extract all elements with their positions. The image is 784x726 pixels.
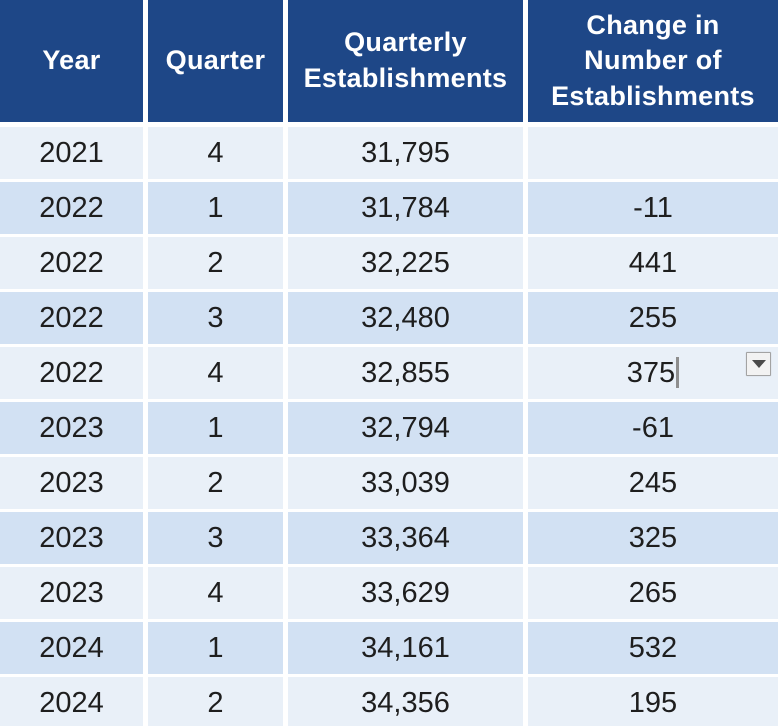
year-cell[interactable]: 2023	[0, 402, 148, 457]
quarter-cell[interactable]: 2	[148, 237, 288, 292]
table-body: 2021 4 31,795 2022 1 31,784 -11 2022 2 32,225 441 2…	[0, 127, 778, 726]
change-cell[interactable]: 265	[528, 567, 778, 622]
header-cell-year[interactable]: Year	[0, 0, 148, 127]
establishments-cell[interactable]: 32,794	[288, 402, 528, 457]
change-cell[interactable]: -11	[528, 182, 778, 237]
year-cell[interactable]: 2024	[0, 677, 148, 726]
table-row: 2023 1 32,794 -61	[0, 402, 778, 457]
header-cell-quarter[interactable]: Quarter	[148, 0, 288, 127]
quarter-cell[interactable]: 1	[148, 622, 288, 677]
dropdown-arrow-button[interactable]	[746, 352, 771, 376]
year-cell[interactable]: 2024	[0, 622, 148, 677]
change-cell[interactable]: -61	[528, 402, 778, 457]
establishments-cell[interactable]: 34,356	[288, 677, 528, 726]
dropdown-arrow-icon	[751, 360, 766, 368]
header-cell-change[interactable]: Change in Number of Establishments	[528, 0, 778, 127]
table-row: 2024 1 34,161 532	[0, 622, 778, 677]
table-row: 2023 3 33,364 325	[0, 512, 778, 567]
change-cell[interactable]: 532	[528, 622, 778, 677]
establishments-cell[interactable]: 33,364	[288, 512, 528, 567]
table-row: 2022 2 32,225 441	[0, 237, 778, 292]
quarter-cell[interactable]: 4	[148, 127, 288, 182]
table-row: 2023 4 33,629 265	[0, 567, 778, 622]
establishments-cell[interactable]: 31,784	[288, 182, 528, 237]
establishments-cell[interactable]: 33,629	[288, 567, 528, 622]
year-cell[interactable]: 2022	[0, 237, 148, 292]
establishments-cell[interactable]: 34,161	[288, 622, 528, 677]
quarter-cell[interactable]: 2	[148, 457, 288, 512]
quarter-cell[interactable]: 4	[148, 567, 288, 622]
year-cell[interactable]: 2023	[0, 512, 148, 567]
change-cell[interactable]: 325	[528, 512, 778, 567]
change-cell[interactable]: 195	[528, 677, 778, 726]
establishments-cell[interactable]: 32,480	[288, 292, 528, 347]
quarter-cell[interactable]: 2	[148, 677, 288, 726]
table-row: 2022 3 32,480 255	[0, 292, 778, 347]
change-cell[interactable]: 441	[528, 237, 778, 292]
year-cell[interactable]: 2022	[0, 347, 148, 402]
year-cell[interactable]: 2021	[0, 127, 148, 182]
establishments-cell[interactable]: 31,795	[288, 127, 528, 182]
change-cell-editing[interactable]: 375	[528, 347, 778, 402]
header-row: Year Quarter Quarterly Establishments Ch…	[0, 0, 778, 127]
year-cell[interactable]: 2022	[0, 292, 148, 347]
table-row: 2023 2 33,039 245	[0, 457, 778, 512]
table-row: 2024 2 34,356 195	[0, 677, 778, 726]
establishments-cell[interactable]: 33,039	[288, 457, 528, 512]
establishments-cell[interactable]: 32,225	[288, 237, 528, 292]
change-cell[interactable]	[528, 127, 778, 182]
table-row: 2022 4 32,855 375	[0, 347, 778, 402]
quarter-cell[interactable]: 1	[148, 182, 288, 237]
quarter-cell[interactable]: 3	[148, 292, 288, 347]
change-cell[interactable]: 245	[528, 457, 778, 512]
change-cell[interactable]: 255	[528, 292, 778, 347]
table-row: 2021 4 31,795	[0, 127, 778, 182]
quarter-cell[interactable]: 3	[148, 512, 288, 567]
text-cursor	[676, 356, 680, 388]
cell-edit-value[interactable]: 375	[626, 356, 676, 389]
year-cell[interactable]: 2023	[0, 567, 148, 622]
table-row: 2022 1 31,784 -11	[0, 182, 778, 237]
year-cell[interactable]: 2022	[0, 182, 148, 237]
establishments-cell[interactable]: 32,855	[288, 347, 528, 402]
year-cell[interactable]: 2023	[0, 457, 148, 512]
quarter-cell[interactable]: 1	[148, 402, 288, 457]
header-cell-quarterly-establishments[interactable]: Quarterly Establishments	[288, 0, 528, 127]
quarter-cell[interactable]: 4	[148, 347, 288, 402]
